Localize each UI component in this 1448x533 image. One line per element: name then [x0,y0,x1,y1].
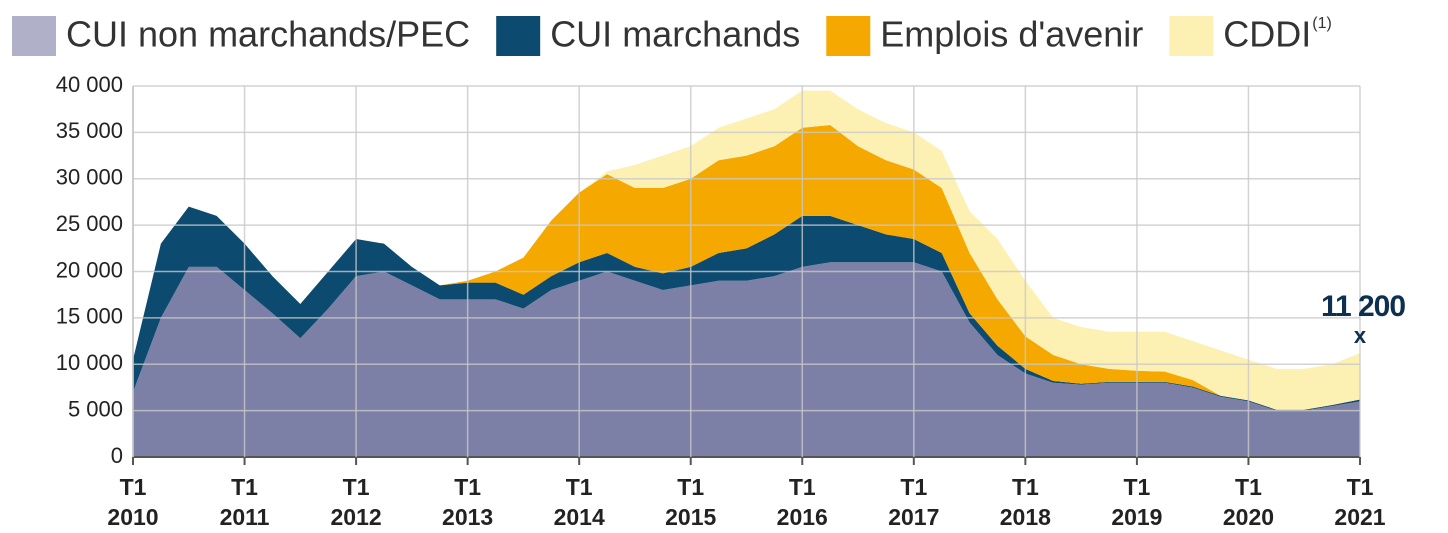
y-tick-label: 25 000 [56,211,123,236]
annotation-marker: x [1354,323,1367,348]
x-tick-label: T1 2013 [442,474,494,530]
y-tick-label: 35 000 [56,118,123,143]
area [133,262,1360,457]
x-tick-label: T1 2010 [107,474,159,530]
x-tick-label: T1 2017 [888,474,940,530]
y-tick-label: 10 000 [56,350,123,375]
annotation: 11 200 [1321,290,1405,323]
y-tick-label: 30 000 [56,165,123,190]
legend-swatch [496,16,541,56]
legend-label: Emplois d'avenir [880,14,1143,55]
y-tick-label: 20 000 [56,257,123,282]
x-tick-label: T1 2015 [665,474,717,530]
x-tick-label: T1 2011 [219,474,270,530]
x-tick-label: T1 2014 [553,474,605,530]
x-tick-label: T1 2012 [330,474,382,530]
y-tick-label: 40 000 [56,72,123,97]
legend-label: CUI non marchands/PEC [66,14,470,55]
x-tick-label: T1 2018 [999,474,1051,530]
x-tick-label: T1 2019 [1111,474,1163,530]
legend-swatch [1169,16,1214,56]
y-tick-label: 0 [111,443,123,468]
area [133,90,1360,410]
legend-label: CDDI [1223,14,1311,55]
y-tick-label: 15 000 [56,304,123,329]
y-tick-label: 5 000 [68,396,123,421]
area [133,124,1360,410]
legend-swatch [826,16,871,56]
x-tick-label: T1 2021 [1334,474,1386,530]
x-tick-label: T1 2020 [1222,474,1275,530]
legend-footnote: (1) [1312,15,1332,32]
legend-label: CUI marchands [550,14,800,55]
legend-swatch [12,16,56,56]
x-tick-label: T1 2016 [776,474,828,530]
